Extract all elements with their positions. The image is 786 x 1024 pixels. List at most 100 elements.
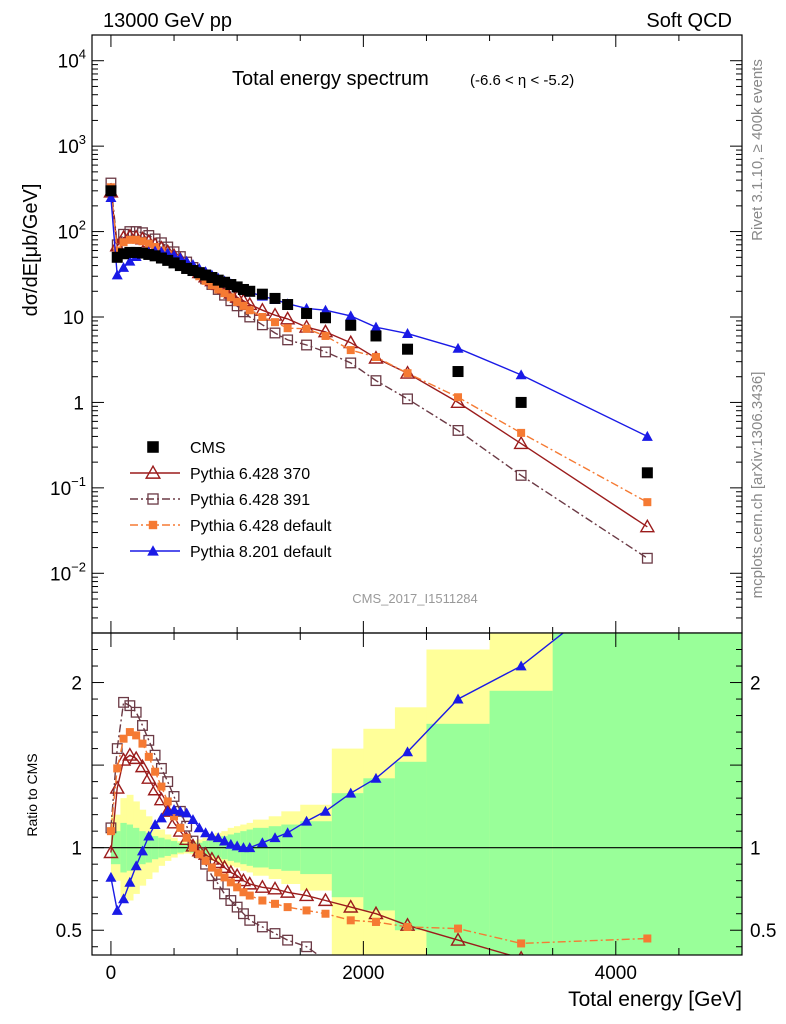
ratio-point-p391	[256, 921, 268, 933]
data-point-cms	[168, 257, 180, 269]
legend-label-cms: CMS	[190, 440, 226, 457]
band-inner	[552, 633, 742, 955]
ratio-point-p391	[244, 914, 256, 926]
data-point-p6def	[302, 324, 311, 333]
data-point-cms	[118, 248, 130, 260]
data-point-p8	[402, 328, 414, 338]
data-point-p6def	[371, 353, 380, 362]
data-point-p6def	[207, 281, 216, 290]
data-point-cms	[301, 307, 313, 319]
ratio-point-p391	[516, 983, 526, 993]
mcplots-label: mcplots.cern.ch [arXiv:1306.3436]	[749, 372, 766, 599]
data-point-cms	[370, 330, 382, 342]
ratio-point-p370	[216, 859, 233, 874]
ratio-point-p370	[109, 780, 125, 794]
data-point-cms	[149, 250, 161, 262]
data-point-cms	[105, 185, 117, 197]
data-point-p8	[452, 342, 464, 353]
band-inner	[394, 761, 427, 931]
legend-label-p6def: Pythia 6.428 default	[190, 518, 332, 535]
ratio-point-p370	[235, 872, 252, 887]
y-tick-label: 104	[58, 47, 86, 73]
data-point-p6def	[125, 235, 134, 244]
ratio-point-p8	[319, 805, 331, 816]
ratio-point-p370	[254, 879, 271, 893]
ratio-point-p8	[124, 876, 136, 887]
ratio-y-tick-label-right: 2	[750, 674, 761, 695]
data-point-cms	[155, 252, 167, 264]
ratio-point-p8	[219, 835, 231, 846]
ratio-point-p8	[181, 807, 193, 818]
data-point-p391	[452, 424, 464, 436]
data-point-cms	[345, 319, 357, 331]
data-point-p6def	[321, 331, 330, 340]
series-line-p391	[110, 182, 648, 559]
ratio-point-p8	[174, 805, 186, 816]
ratio-point-p6def	[346, 916, 355, 925]
data-point-p6def	[226, 293, 235, 302]
ratio-point-p370	[641, 965, 654, 976]
ratio-point-p6def	[233, 883, 242, 892]
ratio-point-p370	[122, 747, 138, 761]
header-left: 13000 GeV pp	[103, 10, 232, 32]
data-point-cms	[124, 246, 136, 258]
band-inner	[363, 778, 396, 911]
ratio-point-p391	[137, 720, 148, 731]
ratio-point-p6def	[125, 728, 134, 737]
ratio-point-p6def	[138, 739, 147, 748]
ratio-point-p8	[111, 904, 123, 915]
ratio-point-p8	[143, 830, 155, 841]
ratio-point-p391	[453, 978, 463, 988]
data-point-p391	[320, 346, 331, 358]
data-point-p391	[301, 339, 313, 351]
data-point-p391	[370, 375, 382, 387]
ratio-point-p6def	[302, 906, 311, 915]
y-tick-label: 10−1	[50, 474, 86, 500]
data-point-p6def	[245, 306, 254, 315]
data-point-p6def	[233, 297, 242, 306]
ratio-point-p391	[219, 888, 230, 900]
data-point-p8	[124, 255, 136, 266]
legend-label-p370: Pythia 6.428 370	[190, 466, 310, 483]
ratio-point-p8	[225, 838, 237, 849]
data-point-p391	[269, 327, 281, 339]
ratio-point-p6def	[207, 863, 216, 872]
legend-marker-p370	[144, 464, 162, 479]
ratio-point-p8	[168, 804, 180, 815]
data-point-p8	[111, 269, 123, 280]
main-subtitle: (-6.6 < η < -5.2)	[470, 72, 574, 89]
ratio-point-p8	[105, 871, 117, 882]
data-point-cms	[402, 343, 414, 355]
ratio-point-p6def	[454, 924, 463, 933]
ratio-y-tick-label: 2	[71, 674, 82, 695]
legend-marker-p391	[147, 493, 159, 505]
data-point-p8	[319, 304, 331, 315]
data-point-p391	[641, 552, 653, 564]
data-point-p8	[345, 310, 357, 321]
data-point-p6def	[113, 246, 122, 255]
data-point-cms	[225, 279, 237, 291]
data-point-cms	[237, 283, 249, 295]
legend-marker-p6def	[148, 520, 158, 530]
ratio-point-p370	[141, 770, 157, 784]
data-point-cms	[641, 467, 653, 479]
ratio-point-p391	[212, 878, 224, 890]
data-point-p6def	[403, 369, 412, 378]
data-point-p6def	[258, 313, 267, 322]
ratio-point-p8	[118, 893, 130, 904]
ratio-point-p6def	[321, 909, 330, 918]
ratio-point-p8	[452, 693, 464, 704]
data-point-cms	[136, 247, 148, 259]
ratio-xlabel: Total energy [GeV]	[568, 988, 742, 1011]
ratio-point-p6def	[403, 922, 412, 931]
data-point-cms	[212, 274, 224, 286]
data-point-cms	[282, 299, 294, 311]
data-point-p370	[450, 394, 466, 409]
ratio-point-p370	[103, 844, 119, 859]
legend: CMS Pythia 6.428 370 Pythia 6.428 391 Pythi…	[130, 440, 332, 561]
header-right: Soft QCD	[646, 10, 732, 32]
ratio-point-p6def	[195, 850, 204, 859]
data-point-p6def	[138, 237, 147, 246]
ratio-point-p391	[162, 776, 174, 788]
